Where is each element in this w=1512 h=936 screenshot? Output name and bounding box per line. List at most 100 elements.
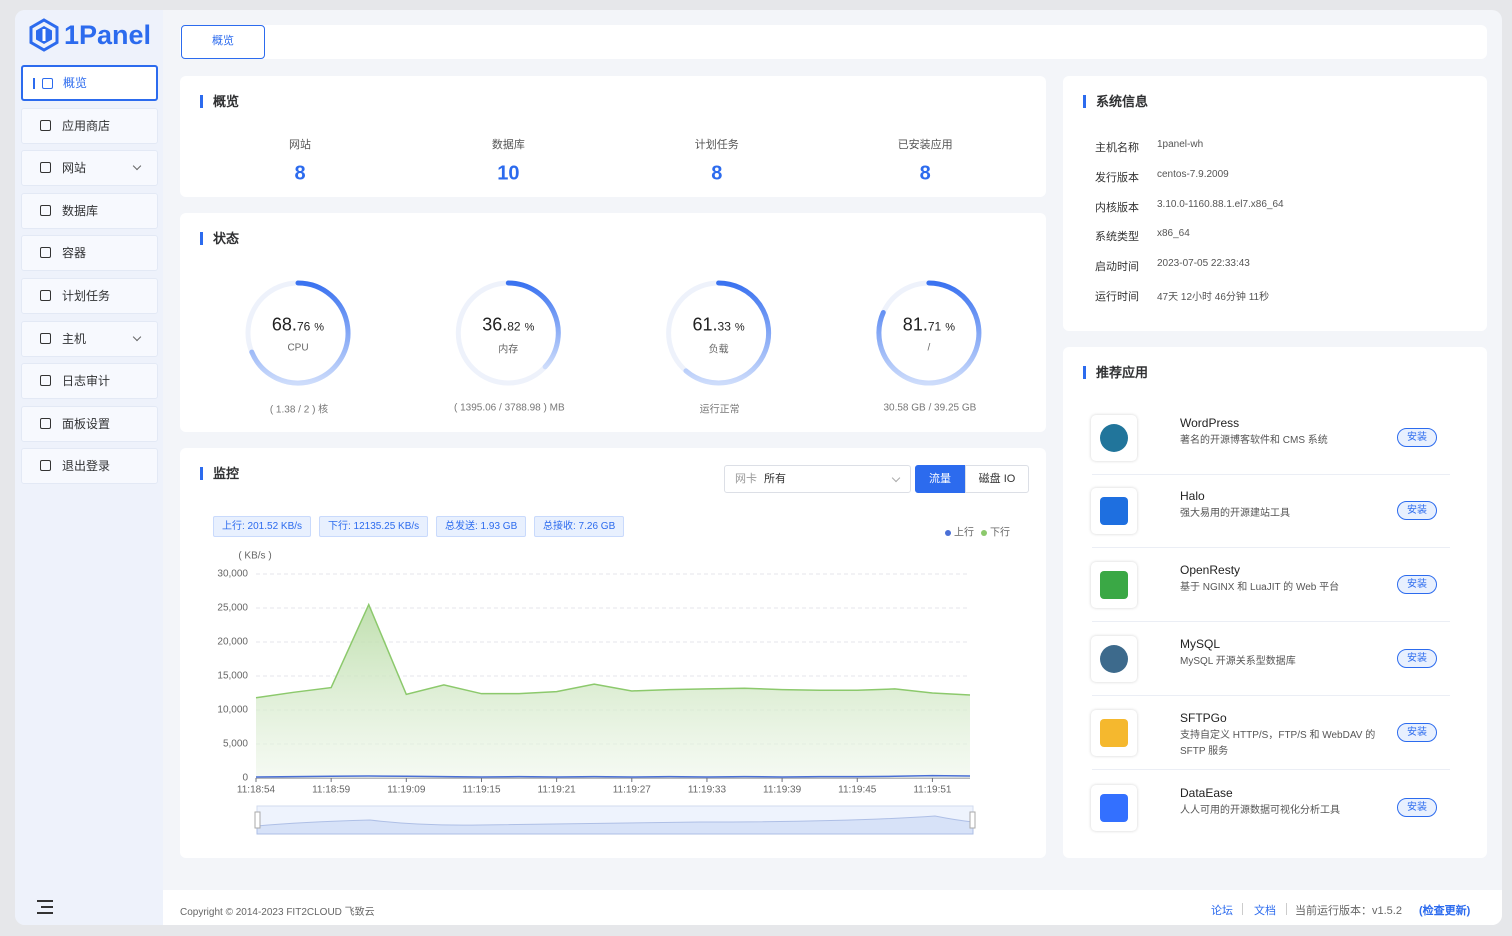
menu-icon xyxy=(42,78,53,89)
monitor-card xyxy=(180,448,1046,858)
gauge-detail: 30.58 GB / 39.25 GB xyxy=(883,402,977,414)
install-button[interactable]: 安装 xyxy=(1397,798,1437,817)
app-logo xyxy=(1100,497,1128,525)
gauge-minor: 71 xyxy=(927,319,942,334)
gauge-name: / xyxy=(927,342,931,354)
menu-icon xyxy=(40,119,51,131)
stat-chip: 总接收: 7.26 GB xyxy=(534,516,625,537)
install-button[interactable]: 安装 xyxy=(1397,575,1437,594)
footer-link[interactable]: 论坛 xyxy=(1211,905,1233,917)
nic-label: 网卡 xyxy=(735,473,757,485)
monitor-button[interactable]: 流量 xyxy=(915,465,965,493)
app-logo xyxy=(1100,571,1128,599)
nic-select[interactable]: 网卡 所有 xyxy=(724,465,911,493)
separator xyxy=(1092,621,1450,622)
overview-label: 已安装应用 xyxy=(897,139,953,151)
menu-item[interactable]: 计划任务 xyxy=(21,278,158,314)
app-desc: 支持自定义 HTTP/S，FTP/S 和 WebDAV 的 SFTP 服务 xyxy=(1180,730,1376,757)
menu-item[interactable]: 概览 xyxy=(21,65,158,101)
menu-label: 日志审计 xyxy=(62,374,111,389)
menu-icon xyxy=(40,417,51,429)
menu-item[interactable]: 退出登录 xyxy=(21,448,158,485)
menu-item[interactable]: 容器 xyxy=(21,235,158,272)
app-desc: 人人可用的开源数据可视化分析工具 xyxy=(1180,805,1340,816)
info-value: 2023-07-05 22:33:43 xyxy=(1157,258,1250,270)
menu-item[interactable]: 数据库 xyxy=(21,192,158,229)
app-name: DataEase xyxy=(1180,786,1233,800)
gauge-minor: 76 xyxy=(296,319,311,334)
separator xyxy=(1092,769,1450,770)
menu-label: 数据库 xyxy=(62,203,99,218)
overview-card xyxy=(180,76,1046,197)
menu-label: 容器 xyxy=(62,246,87,261)
app-name: OpenResty xyxy=(1180,563,1241,577)
install-button[interactable]: 安装 xyxy=(1397,649,1437,668)
tab[interactable]: 概览 xyxy=(181,25,265,59)
info-value: 47天 12小时 46分钟 11秒 xyxy=(1157,292,1270,303)
info-value: 1panel-wh xyxy=(1157,139,1204,150)
install-button[interactable]: 安装 xyxy=(1397,723,1437,742)
menu-icon xyxy=(40,460,51,472)
overview-label: 计划任务 xyxy=(694,139,739,151)
info-label: 启动时间 xyxy=(1095,261,1139,274)
brand: 1Panel xyxy=(64,20,152,50)
footer-sep xyxy=(1242,903,1243,915)
info-value: x86_64 xyxy=(1157,228,1190,240)
menu-icon xyxy=(40,332,51,344)
chevron xyxy=(132,332,142,341)
update-link[interactable]: (检查更新) xyxy=(1419,905,1471,917)
gauge-major: 81. xyxy=(902,314,928,335)
gauge-name: 内存 xyxy=(498,344,519,356)
gauge-detail: ( 1.38 / 2 ) 核 xyxy=(269,404,329,416)
app-desc: 著名的开源博客软件和 CMS 系统 xyxy=(1180,435,1328,446)
card-title: 状态 xyxy=(200,232,239,245)
menu-item[interactable]: 日志审计 xyxy=(21,363,158,400)
app-icon xyxy=(1091,636,1137,682)
gauge-detail: 运行正常 xyxy=(699,404,740,416)
app-logo xyxy=(1100,794,1128,822)
app-name: MySQL xyxy=(1180,637,1221,651)
active-bar xyxy=(33,78,35,89)
gauge-value: 68.76% xyxy=(272,315,324,336)
menu-icon xyxy=(40,375,51,387)
app-desc: 强大易用的开源建站工具 xyxy=(1180,508,1290,519)
gauge-value: 81.71% xyxy=(903,315,955,336)
footer-sep xyxy=(1286,903,1287,915)
menu-label: 计划任务 xyxy=(62,289,111,303)
app-desc: MySQL 开源关系型数据库 xyxy=(1180,656,1296,667)
card-title: 监控 xyxy=(200,467,239,480)
collapse-icon[interactable] xyxy=(37,899,55,915)
app-name: WordPress xyxy=(1180,416,1240,430)
gauge-major: 68. xyxy=(271,314,297,335)
app-desc: 基于 NGINX 和 LuaJIT 的 Web 平台 xyxy=(1180,582,1340,593)
menu-item[interactable]: 面板设置 xyxy=(21,405,158,442)
menu-label: 面板设置 xyxy=(62,416,111,431)
gauge-major: 36. xyxy=(482,314,508,335)
tab-bar xyxy=(180,25,1487,59)
select-arrow xyxy=(891,473,901,483)
overview-value: 8 xyxy=(294,162,306,185)
menu-item[interactable]: 应用商店 xyxy=(21,107,158,144)
stat-chip: 上行: 201.52 KB/s xyxy=(213,516,312,537)
app-icon xyxy=(1091,562,1137,608)
copyright: Copyright © 2014-2023 FIT2CLOUD 飞致云 xyxy=(180,907,375,918)
monitor-button[interactable]: 磁盘 IO xyxy=(965,465,1029,493)
menu-icon xyxy=(40,204,51,216)
separator xyxy=(1092,695,1450,696)
gauge-minor: 82 xyxy=(507,319,521,334)
gauge-unit: % xyxy=(524,321,535,334)
overview-value: 10 xyxy=(497,162,520,185)
gauge-name: 负载 xyxy=(708,344,729,356)
menu-label: 应用商店 xyxy=(62,118,111,133)
menu-item[interactable]: 主机 xyxy=(21,320,158,357)
separator xyxy=(1092,474,1450,475)
footer-link[interactable]: 文档 xyxy=(1254,905,1276,917)
install-button[interactable]: 安装 xyxy=(1397,428,1437,447)
install-button[interactable]: 安装 xyxy=(1397,501,1437,520)
menu-item[interactable]: 网站 xyxy=(21,150,158,187)
info-value: 3.10.0-1160.88.1.el7.x86_64 xyxy=(1157,198,1284,210)
nic-value: 所有 xyxy=(764,473,786,485)
app-name: Halo xyxy=(1180,489,1205,503)
gauge-value: 61.33% xyxy=(693,315,745,336)
